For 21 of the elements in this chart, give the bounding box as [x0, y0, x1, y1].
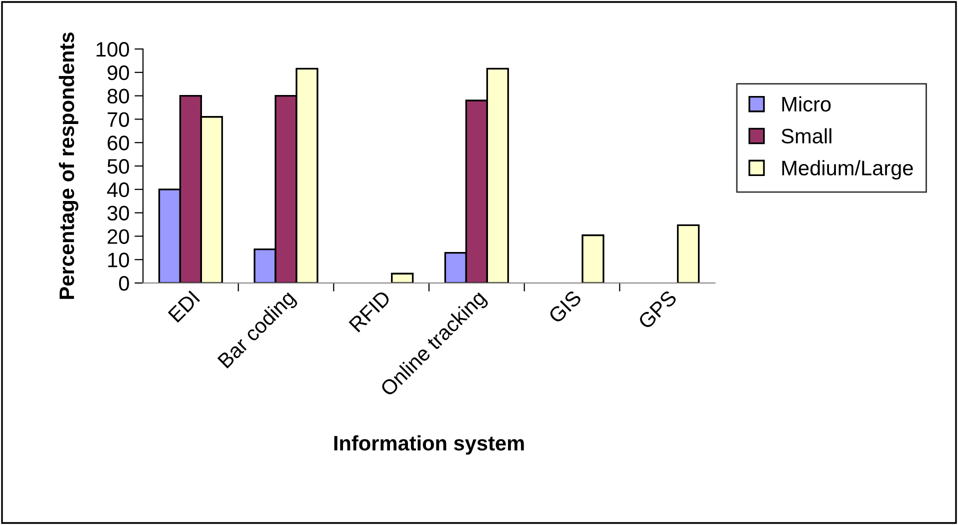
y-tick-label: 30 [107, 206, 129, 221]
y-tick-label: 60 [108, 136, 129, 150]
x-axis-title: Information system [334, 435, 524, 455]
bar [676, 224, 700, 283]
y-tick-label: 90 [108, 65, 129, 80]
legend-label: Micro [782, 96, 831, 112]
y-tick-label: 50 [107, 159, 129, 174]
x-tick-label: GIS [548, 290, 582, 324]
y-tick-label: 100 [96, 42, 129, 57]
y-tick-label: 0 [119, 276, 129, 291]
x-tick-label: EDI [168, 290, 200, 323]
y-tick-label: 80 [108, 88, 129, 104]
legend-label: Small [782, 128, 832, 144]
y-tick-label: 70 [108, 112, 129, 127]
bar [582, 234, 604, 283]
y-axis-title: Percentage of respondents [58, 32, 78, 299]
y-tick-label: 20 [108, 229, 129, 244]
bar [390, 272, 414, 283]
legend-label: Medium/Large [782, 160, 913, 180]
y-tick-label: 10 [108, 252, 129, 268]
y-tick-label: 40 [107, 182, 129, 198]
